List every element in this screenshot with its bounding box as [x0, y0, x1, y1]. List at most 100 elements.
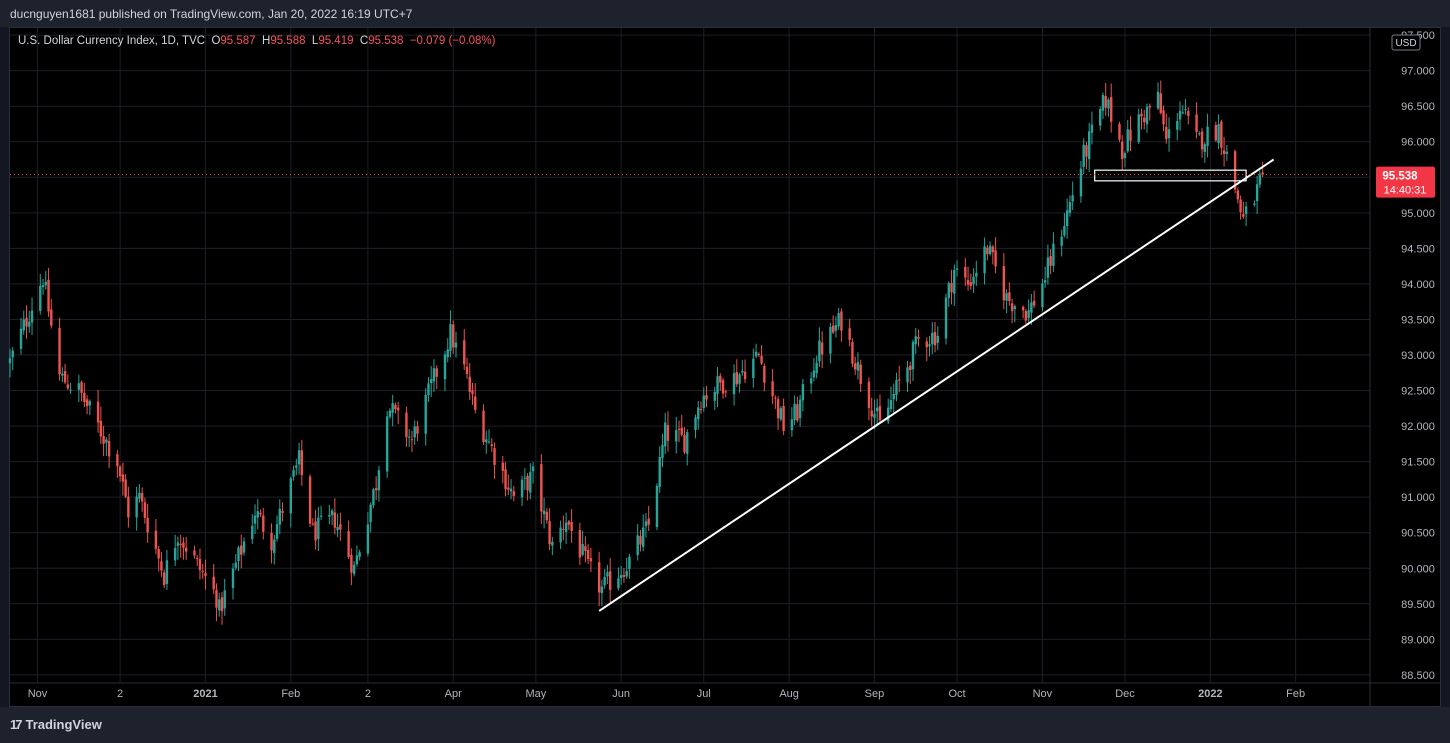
candle-body: [1198, 133, 1201, 135]
candle-body: [1140, 113, 1143, 117]
candle-body: [969, 282, 973, 286]
candle-body: [586, 550, 590, 559]
candle-body: [1253, 203, 1256, 205]
candle-body: [581, 544, 584, 555]
candle-body: [138, 492, 141, 499]
candle-body: [551, 541, 554, 546]
candle-body: [834, 325, 838, 331]
candle-body: [66, 384, 70, 389]
currency-label: USD: [1395, 38, 1416, 49]
candle-body: [63, 371, 67, 383]
candle-body: [779, 408, 783, 420]
candle-body: [936, 335, 939, 343]
candle-body: [504, 469, 507, 490]
low-value-group: L95.419: [309, 35, 354, 47]
candle-body: [1217, 124, 1220, 144]
candle-body: [559, 527, 562, 543]
candle-body: [446, 349, 449, 358]
candle-body: [242, 541, 246, 553]
symbol-name: U.S. Dollar Currency Index, 1D, TVC: [18, 35, 206, 47]
candle-body: [424, 394, 427, 434]
time-tick-label: Nov: [28, 688, 48, 700]
price-tick-label: 95.000: [1401, 208, 1435, 220]
price-tick-label: 91.500: [1401, 457, 1435, 469]
candle-body: [831, 325, 835, 333]
candle-body: [1043, 280, 1047, 283]
candle-body: [1118, 123, 1121, 140]
candle-body: [983, 246, 986, 274]
candle-body: [193, 550, 196, 556]
candle-body: [889, 400, 893, 409]
price-tick-label: 89.000: [1401, 634, 1435, 646]
candle-body: [1123, 153, 1127, 159]
candle-body: [790, 419, 794, 431]
candle-body: [793, 403, 796, 420]
candle-body: [118, 466, 122, 477]
candle-body: [1024, 311, 1028, 321]
candle-body: [878, 405, 882, 421]
candle-body: [1200, 131, 1204, 150]
candle-body: [11, 350, 14, 358]
candle-body: [160, 561, 163, 571]
candle-body: [964, 266, 967, 278]
candle-body: [1242, 214, 1245, 217]
candle-body: [597, 562, 601, 593]
candle-body: [666, 425, 670, 441]
candle-body: [212, 576, 215, 590]
candle-body: [815, 362, 818, 374]
candle-body: [867, 381, 871, 408]
candle-body: [928, 344, 931, 347]
candle-body: [622, 575, 626, 577]
candle-body: [394, 404, 397, 410]
candle-body: [647, 518, 650, 525]
tradingview-logo[interactable]: 17 TradingView: [10, 717, 102, 732]
candle-body: [735, 372, 739, 385]
candle-body: [1178, 110, 1182, 120]
candle-body: [273, 539, 276, 554]
time-tick-label: 2022: [1198, 688, 1222, 700]
candle-body: [300, 450, 304, 476]
candle-body: [377, 470, 381, 491]
candle-body: [1027, 310, 1030, 318]
candle-body: [391, 402, 394, 413]
candle-body: [179, 543, 182, 545]
candle-body: [1002, 266, 1006, 301]
candle-body: [1255, 184, 1259, 202]
candle-body: [372, 489, 375, 506]
candle-body: [655, 485, 659, 528]
candle-body: [909, 365, 912, 371]
time-tick-label: Dec: [1115, 688, 1135, 700]
candle-body: [215, 589, 218, 608]
candle-body: [738, 374, 741, 384]
candle-body: [1244, 206, 1248, 215]
candle-body: [809, 378, 813, 384]
candle-body: [545, 511, 549, 521]
price-tick-label: 90.000: [1401, 563, 1435, 575]
candle-body: [625, 571, 628, 577]
candle-body: [311, 523, 315, 525]
candle-body: [385, 416, 389, 472]
tradingview-brand: TradingView: [25, 717, 102, 732]
candle-body: [719, 375, 722, 383]
candle-body: [1010, 303, 1014, 312]
candle-body: [741, 370, 744, 373]
candle-body: [661, 444, 664, 459]
candle-body: [1110, 97, 1113, 122]
candle-body: [898, 379, 901, 381]
candle-body: [47, 279, 50, 312]
price-tick-label: 96.000: [1401, 137, 1435, 149]
time-tick-label: Feb: [1286, 688, 1305, 700]
candle-body: [83, 392, 86, 402]
candle-body: [732, 373, 736, 395]
candle-body: [1071, 195, 1074, 202]
candle-body: [1184, 109, 1187, 111]
candle-body: [1032, 300, 1036, 306]
candle-body: [694, 417, 697, 431]
candle-body: [542, 510, 546, 515]
candle-body: [911, 341, 915, 370]
candle-body: [416, 426, 419, 434]
candle-body: [281, 511, 284, 513]
candle-body: [1087, 131, 1091, 160]
open-label: O: [211, 35, 221, 47]
